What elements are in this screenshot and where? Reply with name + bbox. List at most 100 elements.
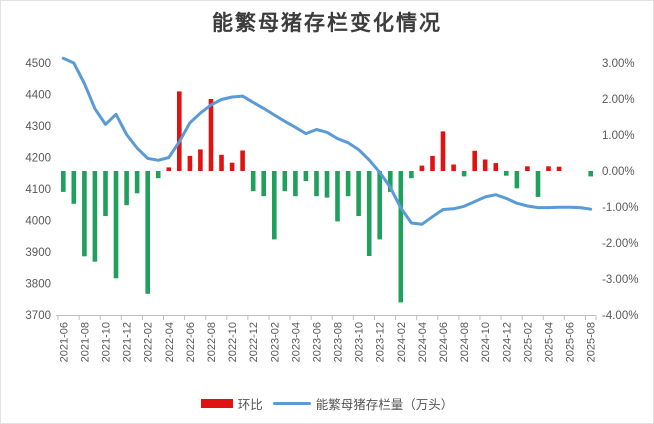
mom-bar [345,171,351,197]
mom-bar [409,171,414,179]
mom-bar [155,171,161,179]
mom-bar [82,171,87,257]
mom-bar [145,171,150,294]
mom-bar [546,166,551,171]
x-axis-category-label: 2024-04 [417,322,429,362]
mom-bar [282,171,288,192]
x-axis-category-label: 2024-06 [438,322,450,362]
x-axis-category-label: 2023-10 [354,322,366,362]
inventory-line-swatch [272,401,311,406]
mom-bar [493,163,499,171]
x-axis-category-label: 2022-02 [143,322,155,362]
mom-bar [124,171,129,206]
mom-bar [177,91,182,171]
mom-bar [419,165,425,171]
mom-bar [451,164,456,171]
legend-item-mom: 环比 [200,394,263,413]
chart-title: 能繁母猪存栏变化情况 [212,12,442,35]
x-axis-category-label: 2024-10 [480,322,492,362]
mom-bar [61,171,66,192]
inventory-legend-label: 能繁母猪存栏量（万头） [315,398,454,412]
mom-bar [535,171,541,197]
mom-bar [261,171,266,197]
mom-bar [430,155,435,171]
mom-bar [504,171,509,176]
left-axis-tick-label: 3700 [25,310,51,322]
left-axis-tick-label: 3800 [25,279,51,291]
mom-bar [113,171,119,279]
mom-bar [314,171,319,197]
left-axis-tick-label: 4500 [25,58,51,70]
x-axis-category-label: 2022-08 [206,322,218,362]
x-axis-category-label: 2024-12 [501,322,513,362]
x-axis-category-label: 2022-10 [227,322,239,362]
mom-bar [208,99,214,171]
right-axis-tick-label: 3.00% [602,58,635,70]
mom-bar [324,171,330,198]
x-axis-category-label: 2025-06 [565,322,577,362]
mom-bar [377,171,382,240]
mom-bar [472,150,477,171]
mom-bar [250,171,256,192]
left-axis-tick-label: 3900 [25,247,51,259]
mom-bar [388,171,393,192]
mom-bar [219,154,224,171]
right-axis-tick-label: 2.00% [602,94,635,106]
mom-bar [398,171,404,303]
inventory-line [61,56,593,226]
x-axis-category-label: 2025-04 [544,322,556,362]
x-axis-category-label: 2023-12 [375,322,387,362]
x-axis-category-label: 2022-04 [164,322,176,362]
mom-legend-label: 环比 [237,398,263,412]
mom-bar [229,162,235,171]
x-axis-category-label: 2025-02 [522,322,534,362]
mom-bar [166,167,172,171]
mom-bar [482,159,488,171]
x-axis-category-label: 2021-10 [100,322,112,362]
left-axis-tick-label: 4000 [25,216,51,228]
mom-bar [198,149,203,171]
mom-bar [556,166,562,171]
right-axis-tick-label: -4.00% [602,310,638,322]
left-axis-tick-label: 4100 [25,184,51,196]
x-axis-category-label: 2024-08 [459,322,471,362]
x-axis-category-label: 2024-02 [396,322,408,362]
mom-bar [240,150,245,171]
mom-bar [461,171,467,177]
mom-bar [588,171,593,177]
legend-item-inventory: 能繁母猪存栏量（万头） [272,394,454,413]
right-axis-tick-label: 1.00% [602,130,635,142]
left-axis-tick-label: 4200 [25,153,51,165]
mom-bar [272,171,277,240]
x-axis-category-label: 2023-02 [269,322,281,362]
x-axis-category-label: 2022-12 [248,322,260,362]
x-axis-category-label: 2021-12 [122,322,134,362]
mom-bar [303,171,309,182]
legend: 环比 能繁母猪存栏量（万头） [1,394,653,413]
mom-bar [440,131,446,171]
left-axis-tick-label: 4300 [25,121,51,133]
mom-bar [525,166,530,171]
x-axis-category-label: 2021-08 [79,322,91,362]
mom-bar [103,171,108,216]
right-axis-tick-label: -2.00% [602,238,638,250]
mom-bar-swatch [200,399,233,408]
right-axis-tick-label: -3.00% [602,274,638,286]
x-axis-category-label: 2023-04 [290,322,302,362]
mom-bar [514,171,520,189]
x-axis-category-label: 2022-06 [185,322,197,362]
x-axis-category-label: 2023-06 [311,322,323,362]
x-axis-category-label: 2025-08 [586,322,598,362]
left-axis-tick-label: 4400 [25,90,51,102]
mom-bar [356,171,361,216]
right-axis-tick-label: 0.00% [602,166,635,178]
mom-bar [134,171,140,194]
mom-bar [71,171,77,204]
x-axis-category-label: 2023-08 [333,322,345,362]
right-axis-tick-label: -1.00% [602,202,638,214]
mom-bar [366,171,372,256]
x-axis-category-label: 2021-06 [58,322,70,362]
mom-bar [92,171,98,262]
mom-bar [187,155,193,171]
